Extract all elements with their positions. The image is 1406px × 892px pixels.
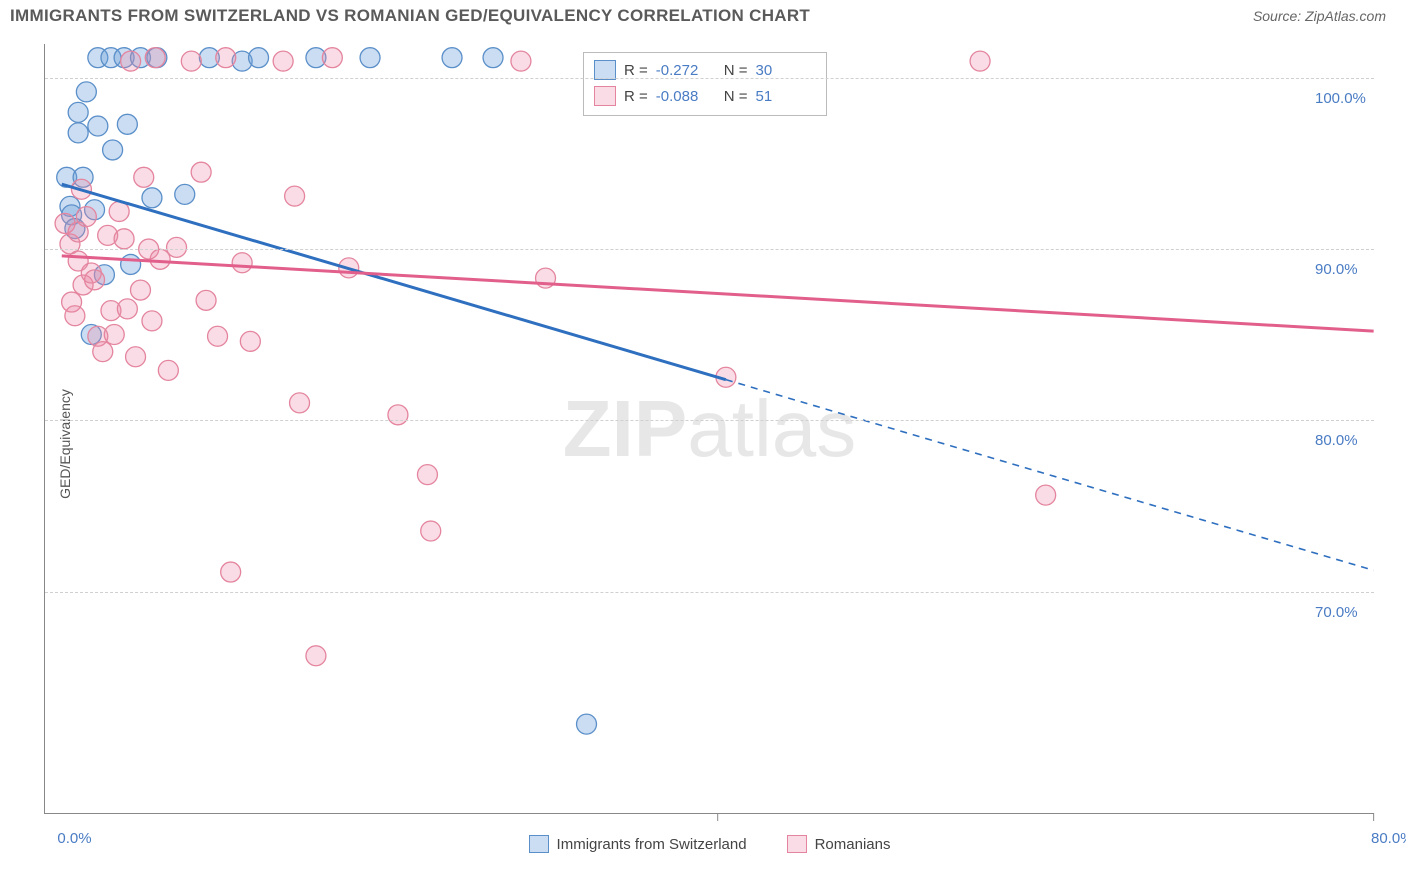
correlation-legend: R = -0.272 N = 30 R = -0.088 N = 51 xyxy=(583,52,827,116)
scatter-point-switzerland xyxy=(68,123,88,143)
scatter-point-romanians xyxy=(240,331,260,351)
scatter-point-switzerland xyxy=(249,48,269,68)
legend-item-switzerland: Immigrants from Switzerland xyxy=(529,835,747,853)
n-label: N = xyxy=(724,88,748,105)
swatch-switzerland xyxy=(529,835,549,853)
y-tick-label: 80.0% xyxy=(1315,432,1358,449)
swatch-romanians xyxy=(594,86,616,106)
scatter-point-switzerland xyxy=(442,48,462,68)
scatter-point-switzerland xyxy=(483,48,503,68)
scatter-point-romanians xyxy=(216,48,236,68)
scatter-point-romanians xyxy=(142,311,162,331)
scatter-point-romanians xyxy=(221,562,241,582)
scatter-point-romanians xyxy=(117,299,137,319)
r-value-switzerland: -0.272 xyxy=(656,62,716,79)
scatter-point-romanians xyxy=(322,48,342,68)
scatter-point-switzerland xyxy=(121,254,141,274)
chart-container: GED/Equivalency ZIPatlas R = -0.272 N = … xyxy=(0,34,1406,854)
r-value-romanians: -0.088 xyxy=(656,88,716,105)
chart-title: IMMIGRANTS FROM SWITZERLAND VS ROMANIAN … xyxy=(10,6,810,26)
scatter-point-romanians xyxy=(93,342,113,362)
trend-line-switzerland xyxy=(62,184,726,380)
scatter-point-romanians xyxy=(1036,485,1056,505)
scatter-point-romanians xyxy=(181,51,201,71)
scatter-point-romanians xyxy=(208,326,228,346)
scatter-point-romanians xyxy=(285,186,305,206)
scatter-point-romanians xyxy=(126,347,146,367)
scatter-point-romanians xyxy=(191,162,211,182)
legend-label: Immigrants from Switzerland xyxy=(557,836,747,853)
scatter-point-romanians xyxy=(511,51,531,71)
swatch-romanians xyxy=(787,835,807,853)
scatter-point-romanians xyxy=(290,393,310,413)
scatter-point-romanians xyxy=(114,229,134,249)
y-tick-label: 90.0% xyxy=(1315,261,1358,278)
scatter-point-romanians xyxy=(134,167,154,187)
scatter-point-romanians xyxy=(167,237,187,257)
scatter-point-romanians xyxy=(388,405,408,425)
r-label: R = xyxy=(624,62,648,79)
scatter-point-switzerland xyxy=(142,188,162,208)
n-value-romanians: 51 xyxy=(756,88,816,105)
legend-label: Romanians xyxy=(815,836,891,853)
scatter-point-romanians xyxy=(150,249,170,269)
r-label: R = xyxy=(624,88,648,105)
n-value-switzerland: 30 xyxy=(756,62,816,79)
scatter-point-romanians xyxy=(65,306,85,326)
scatter-point-romanians xyxy=(130,280,150,300)
scatter-point-switzerland xyxy=(68,102,88,122)
swatch-switzerland xyxy=(594,60,616,80)
scatter-point-switzerland xyxy=(360,48,380,68)
legend-item-romanians: Romanians xyxy=(787,835,891,853)
scatter-point-romanians xyxy=(232,253,252,273)
y-tick-label: 100.0% xyxy=(1315,90,1366,107)
trend-line-switzerland-extrapolated xyxy=(726,380,1374,571)
scatter-point-switzerland xyxy=(577,714,597,734)
scatter-point-romanians xyxy=(306,646,326,666)
legend-row-romanians: R = -0.088 N = 51 xyxy=(594,83,816,109)
trend-line-romanians xyxy=(62,256,1374,331)
scatter-point-romanians xyxy=(145,48,165,68)
scatter-point-switzerland xyxy=(175,184,195,204)
scatter-point-romanians xyxy=(970,51,990,71)
n-label: N = xyxy=(724,62,748,79)
plot-svg xyxy=(45,44,1374,813)
scatter-point-romanians xyxy=(121,51,141,71)
scatter-point-switzerland xyxy=(117,114,137,134)
y-tick-label: 70.0% xyxy=(1315,604,1358,621)
series-legend: Immigrants from Switzerland Romanians xyxy=(45,835,1374,853)
scatter-point-switzerland xyxy=(88,116,108,136)
x-tick-label: 0.0% xyxy=(57,830,91,847)
scatter-point-romanians xyxy=(158,360,178,380)
scatter-point-romanians xyxy=(76,207,96,227)
scatter-point-romanians xyxy=(417,465,437,485)
plot-area: ZIPatlas R = -0.272 N = 30 R = -0.088 N … xyxy=(44,44,1374,814)
scatter-point-switzerland xyxy=(103,140,123,160)
scatter-point-romanians xyxy=(273,51,293,71)
scatter-point-romanians xyxy=(421,521,441,541)
source-attribution: Source: ZipAtlas.com xyxy=(1253,8,1386,24)
scatter-point-romanians xyxy=(104,325,124,345)
x-tick-label: 80.0% xyxy=(1371,830,1406,847)
scatter-point-romanians xyxy=(196,290,216,310)
scatter-point-romanians xyxy=(85,270,105,290)
scatter-point-switzerland xyxy=(76,82,96,102)
